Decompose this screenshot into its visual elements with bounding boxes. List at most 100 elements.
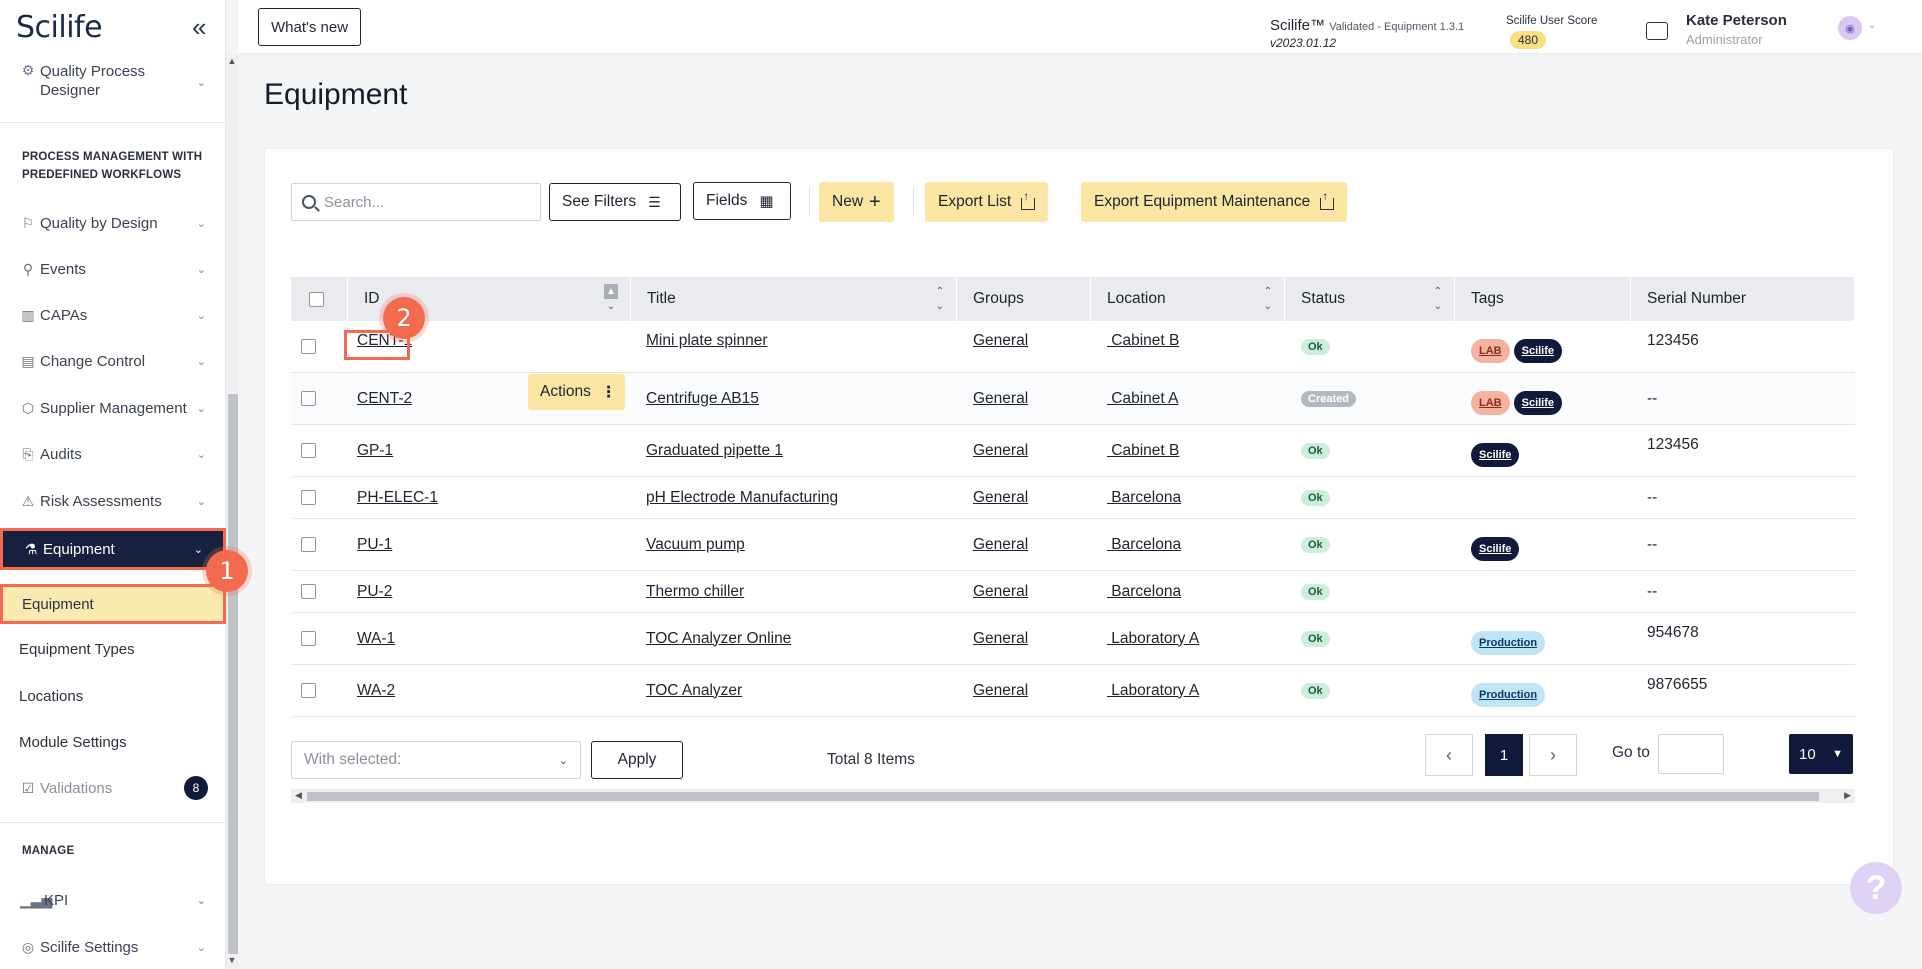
group-link[interactable]: General xyxy=(973,331,1029,349)
see-filters-button[interactable]: See Filters ☰ xyxy=(549,183,681,221)
sort-icon[interactable]: ⌃ ⌄ xyxy=(1263,286,1272,312)
sidebar-item-audits[interactable]: ⎘ Audits ⌄ xyxy=(0,441,226,467)
tag-badge[interactable]: Production xyxy=(1471,682,1546,707)
user-name[interactable]: Kate Peterson xyxy=(1686,12,1787,29)
equipment-title-link[interactable]: Mini plate spinner xyxy=(646,331,768,349)
with-selected-dropdown[interactable]: With selected: ⌄ xyxy=(291,741,581,779)
row-checkbox[interactable] xyxy=(301,537,316,552)
export-list-button[interactable]: Export List xyxy=(925,182,1049,222)
table-row[interactable]: PU-1 Vacuum pump General Barcelona Ok Scilif… xyxy=(291,519,1855,571)
chevron-down-icon[interactable]: ⌄ xyxy=(1868,20,1877,31)
tag-badge[interactable]: Scilife xyxy=(1471,536,1520,561)
table-row[interactable]: WA-1 TOC Analyzer Online General Laborator… xyxy=(291,613,1855,665)
sidebar-item-quality-by-design[interactable]: ⚐ Quality by Design ⌄ xyxy=(0,210,226,236)
group-link[interactable]: General xyxy=(973,681,1029,699)
equipment-title-link[interactable]: Centrifuge AB15 xyxy=(646,389,759,407)
equipment-id-link[interactable]: CENT-2 xyxy=(357,389,413,407)
tag-badge[interactable]: LAB xyxy=(1471,390,1510,415)
sidebar-subitem-equipment[interactable]: Equipment xyxy=(0,584,226,624)
select-all-checkbox[interactable] xyxy=(309,291,324,307)
location-link[interactable]: Barcelona xyxy=(1107,535,1182,553)
sidebar-subitem-locations[interactable]: Locations xyxy=(0,683,226,709)
table-row[interactable]: PH-ELEC-1 pH Electrode Manufacturing Gener… xyxy=(291,477,1855,519)
sidebar-item-validations[interactable]: ☑ Validations 8 xyxy=(0,775,226,801)
column-header-title[interactable]: Title ⌃ ⌄ xyxy=(631,277,957,321)
location-link[interactable]: Cabinet B xyxy=(1107,331,1180,349)
location-link[interactable]: Barcelona xyxy=(1107,488,1182,506)
equipment-title-link[interactable]: Graduated pipette 1 xyxy=(646,441,784,459)
table-row[interactable]: CENT-2 Centrifuge AB15 General Cabinet A Cr… xyxy=(291,373,1855,425)
export-equipment-maintenance-button[interactable]: Export Equipment Maintenance xyxy=(1081,182,1348,222)
new-button[interactable]: New + xyxy=(819,182,894,222)
avatar[interactable]: ◉ xyxy=(1838,16,1862,40)
sidebar-scrollbar[interactable]: ▲ ▼ xyxy=(226,54,238,969)
sidebar-item-supplier-management[interactable]: ⬡ Supplier Management ⌄ xyxy=(0,395,226,421)
row-checkbox[interactable] xyxy=(301,339,316,354)
equipment-id-link[interactable]: PU-1 xyxy=(357,535,393,553)
search-input[interactable]: Search... xyxy=(291,183,541,221)
location-link[interactable]: Laboratory A xyxy=(1107,681,1200,699)
table-row[interactable]: PU-2 Thermo chiller General Barcelona Ok -- xyxy=(291,571,1855,613)
tag-badge[interactable]: Scilife xyxy=(1513,390,1563,415)
column-header-groups[interactable]: Groups xyxy=(957,277,1091,321)
row-checkbox[interactable] xyxy=(301,443,316,458)
tag-badge[interactable]: Scilife xyxy=(1513,338,1563,363)
table-row[interactable]: GP-1 Graduated pipette 1 General Cabinet B… xyxy=(291,425,1855,477)
table-row[interactable]: WA-2 TOC Analyzer General Laboratory A Ok Pr… xyxy=(291,665,1855,717)
scroll-up-arrow-icon[interactable]: ▲ xyxy=(227,56,237,66)
tag-badge[interactable]: Production xyxy=(1471,630,1546,655)
location-link[interactable]: Cabinet A xyxy=(1107,389,1179,407)
scrollbar-thumb[interactable] xyxy=(307,792,1819,801)
group-link[interactable]: General xyxy=(973,488,1029,506)
column-header-id[interactable]: ID ▲ ⌄ xyxy=(348,277,631,321)
equipment-id-link[interactable]: PU-2 xyxy=(357,582,393,600)
group-link[interactable]: General xyxy=(973,629,1029,647)
equipment-title-link[interactable]: Thermo chiller xyxy=(646,582,745,600)
group-link[interactable]: General xyxy=(973,441,1029,459)
group-link[interactable]: General xyxy=(973,389,1029,407)
scilife-logo[interactable]: Scilife xyxy=(16,10,103,45)
column-header-location[interactable]: Location ⌃ ⌄ xyxy=(1091,277,1285,321)
apply-button[interactable]: Apply xyxy=(591,741,683,779)
sidebar-item-quality-process-designer[interactable]: ⚙ Quality Process Designer ⌄ xyxy=(0,62,226,106)
group-link[interactable]: General xyxy=(973,535,1029,553)
equipment-id-link[interactable]: GP-1 xyxy=(357,441,394,459)
location-link[interactable]: Barcelona xyxy=(1107,582,1182,600)
scroll-right-arrow-icon[interactable]: ▶ xyxy=(1844,790,1851,800)
scroll-left-arrow-icon[interactable]: ◀ xyxy=(295,790,302,800)
tag-badge[interactable]: LAB xyxy=(1471,338,1510,363)
next-page-button[interactable]: › xyxy=(1529,734,1577,776)
previous-page-button[interactable]: ‹ xyxy=(1425,734,1473,776)
row-checkbox[interactable] xyxy=(301,584,316,599)
sidebar-item-events[interactable]: ⚲ Events ⌄ xyxy=(0,256,226,282)
column-header-serial-number[interactable]: Serial Number xyxy=(1631,277,1855,321)
equipment-title-link[interactable]: pH Electrode Manufacturing xyxy=(646,488,839,506)
fields-button[interactable]: Fields ▦ xyxy=(693,182,791,220)
row-actions-button[interactable]: Actions ⋮ xyxy=(528,374,625,410)
location-link[interactable]: Laboratory A xyxy=(1107,629,1200,647)
equipment-id-link[interactable]: PH-ELEC-1 xyxy=(357,488,438,506)
location-link[interactable]: Cabinet B xyxy=(1107,441,1180,459)
sidebar-item-risk-assessments[interactable]: ⚠ Risk Assessments ⌄ xyxy=(0,488,226,514)
sidebar-subitem-equipment-types[interactable]: Equipment Types xyxy=(0,636,226,662)
chat-icon[interactable] xyxy=(1646,22,1668,40)
group-link[interactable]: General xyxy=(973,582,1029,600)
page-size-select[interactable]: 10 ▼ xyxy=(1789,734,1853,774)
sidebar-subitem-module-settings[interactable]: Module Settings xyxy=(0,729,226,755)
sort-icon[interactable]: ⌃ ⌄ xyxy=(935,286,944,312)
sidebar-item-change-control[interactable]: ▤ Change Control ⌄ xyxy=(0,348,226,374)
row-checkbox[interactable] xyxy=(301,490,316,505)
table-horizontal-scrollbar[interactable]: ◀ ▶ xyxy=(291,789,1855,803)
table-row[interactable]: CENT-1 Mini plate spinner General Cabinet … xyxy=(291,321,1855,373)
equipment-id-link[interactable]: WA-2 xyxy=(357,681,396,699)
equipment-title-link[interactable]: TOC Analyzer xyxy=(646,681,743,699)
scroll-down-arrow-icon[interactable]: ▼ xyxy=(227,955,237,965)
collapse-sidebar-icon[interactable]: « xyxy=(192,12,207,42)
sidebar-item-capas[interactable]: ▥ CAPAs ⌄ xyxy=(0,302,226,328)
column-header-tags[interactable]: Tags xyxy=(1455,277,1631,321)
sidebar-item-scilife-settings[interactable]: ◎ Scilife Settings ⌄ xyxy=(0,934,226,960)
sidebar-item-kpi[interactable]: ▁▃▅ KPI ⌄ xyxy=(0,887,226,913)
help-button[interactable]: ? xyxy=(1850,862,1902,914)
current-page-button[interactable]: 1 xyxy=(1485,734,1523,776)
sidebar-item-equipment[interactable]: ⚗ Equipment ⌄ xyxy=(0,528,226,570)
